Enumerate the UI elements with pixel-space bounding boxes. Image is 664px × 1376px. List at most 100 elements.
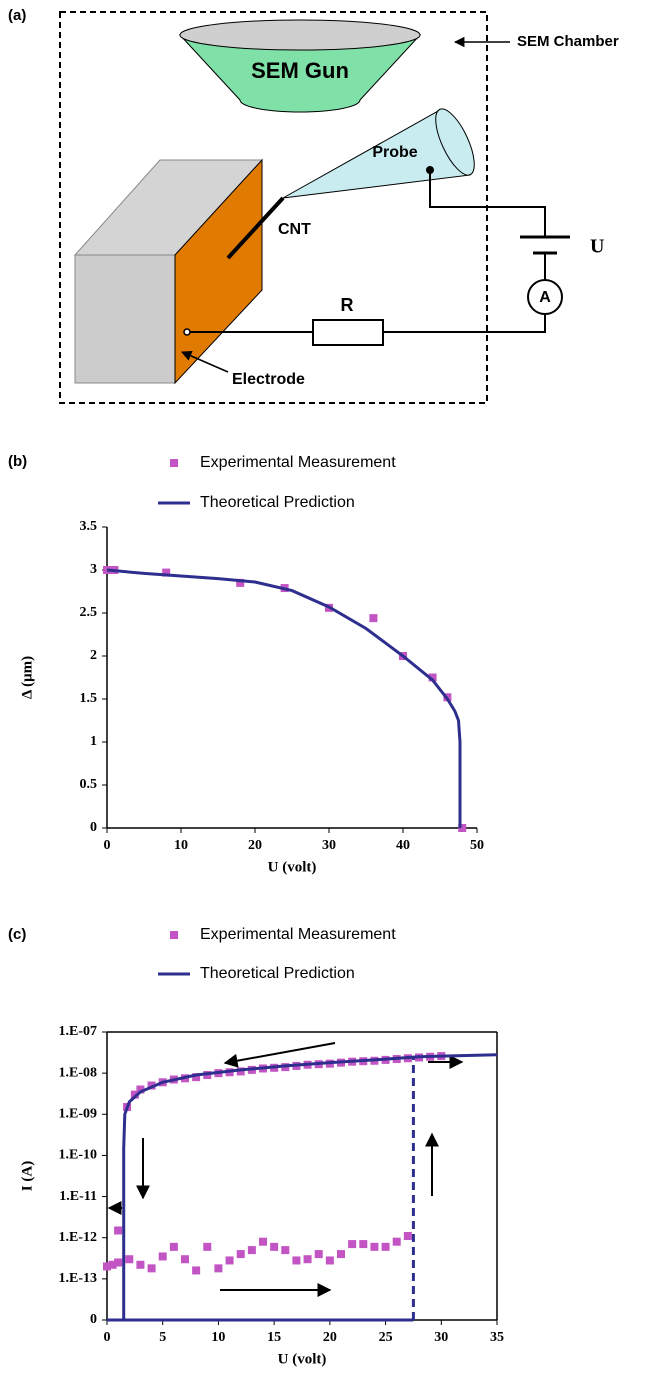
data-point (348, 1240, 357, 1249)
x-tick-label: 50 (470, 838, 484, 853)
data-point (181, 1255, 189, 1264)
x-tick-label: 25 (379, 1330, 393, 1345)
y-tick-label: 3.5 (80, 519, 98, 534)
data-point (192, 1073, 201, 1082)
label: CNT (278, 221, 311, 238)
y-tick-label: 1.E-13 (59, 1271, 98, 1286)
data-point (147, 1264, 156, 1273)
data-point (303, 1255, 312, 1264)
panel-label: (c) (8, 926, 26, 943)
data-point (236, 578, 245, 587)
y-tick-label: 1.E-07 (59, 1024, 98, 1039)
wire (429, 170, 546, 237)
data-point (458, 824, 467, 832)
legend-label: Experimental Measurement (200, 454, 396, 471)
arrow (181, 350, 229, 373)
data-point (403, 1232, 412, 1241)
x-axis-label: U (volt) (278, 1351, 327, 1367)
legend-label: Theoretical Prediction (200, 965, 355, 982)
data-point (359, 1240, 368, 1249)
data-point (292, 1256, 301, 1265)
y-tick-label: 0 (90, 1312, 97, 1327)
x-tick-label: 40 (396, 838, 410, 853)
x-tick-label: 30 (434, 1330, 448, 1345)
data-point (259, 1237, 267, 1246)
data-point (236, 1250, 245, 1259)
data-point (125, 1255, 134, 1264)
label: SEM Gun (251, 58, 349, 83)
data-point (369, 614, 378, 623)
label: Electrode (232, 371, 305, 388)
data-point (114, 1258, 123, 1267)
panel-label: (b) (8, 453, 27, 470)
data-point (136, 1085, 145, 1094)
x-tick-label: 20 (323, 1330, 337, 1345)
contact (183, 328, 191, 336)
arrow (223, 1042, 336, 1068)
x-tick-label: 0 (104, 1330, 111, 1345)
y-tick-label: 2.5 (80, 605, 98, 620)
y-tick-label: 1 (90, 734, 97, 749)
data-point (428, 673, 437, 682)
y-tick-label: 1.E-10 (59, 1148, 98, 1163)
data-point (381, 1242, 390, 1251)
wire (383, 314, 546, 333)
probe-end (435, 108, 475, 176)
data-point (203, 1242, 212, 1251)
data-point (169, 1242, 178, 1251)
y-tick-label: 1.E-12 (59, 1230, 98, 1245)
data-point (136, 1260, 145, 1269)
x-tick-label: 15 (267, 1330, 281, 1345)
x-tick-label: 10 (211, 1330, 225, 1345)
y-axis-label: Δ (μm) (19, 656, 35, 699)
y-tick-label: 1.E-08 (59, 1065, 98, 1080)
label: Probe (372, 144, 417, 161)
data-point (114, 1226, 123, 1235)
data-point (108, 1260, 117, 1269)
x-tick-label: 0 (104, 838, 111, 853)
y-axis-label: I (A) (19, 1161, 35, 1191)
data-point (225, 1256, 234, 1265)
series-line (107, 1053, 498, 1322)
legend-label: Experimental Measurement (200, 926, 396, 943)
data-point (314, 1250, 323, 1259)
x-tick-label: 20 (248, 838, 262, 853)
legend-marker (170, 459, 178, 467)
x-tick-label: 10 (174, 838, 188, 853)
gun-top (179, 19, 421, 51)
data-point (370, 1242, 379, 1251)
cnt (226, 196, 285, 260)
data-point (281, 1246, 290, 1255)
annotation-arrows (107, 1042, 464, 1297)
data-point (158, 1252, 167, 1261)
y-tick-label: 1.E-09 (59, 1107, 98, 1122)
gun (178, 34, 422, 113)
x-axis-label: U (volt) (268, 859, 317, 875)
data-point (236, 1067, 245, 1076)
data-point (192, 1266, 201, 1275)
data-point (214, 1264, 223, 1273)
y-tick-label: 0 (90, 820, 97, 835)
data-point (130, 1090, 139, 1099)
x-tick-label: 5 (159, 1330, 166, 1345)
label: A (539, 289, 551, 306)
data-point (103, 1262, 111, 1271)
y-tick-label: 1.E-11 (59, 1189, 97, 1204)
y-tick-label: 2 (90, 648, 97, 663)
x-tick-label: 30 (322, 838, 336, 853)
x-tick-label: 35 (490, 1330, 504, 1345)
panel-label: (a) (8, 7, 26, 24)
data-point (392, 1237, 401, 1246)
y-tick-label: 1.5 (80, 691, 98, 706)
resistor (312, 319, 384, 346)
data-point (325, 1256, 334, 1265)
box-front (74, 254, 176, 384)
legend-marker (170, 931, 178, 939)
y-tick-label: 3 (90, 562, 97, 577)
data-point (337, 1250, 345, 1259)
y-tick-label: 0.5 (80, 777, 98, 792)
label: R (341, 295, 354, 315)
label: U (590, 236, 604, 258)
